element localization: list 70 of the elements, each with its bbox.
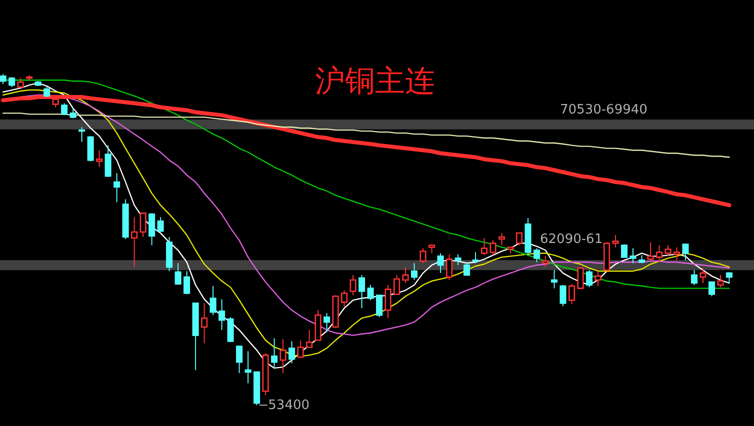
candlestick <box>131 216 138 268</box>
candlestick <box>620 244 628 258</box>
candlestick <box>463 262 470 276</box>
band-label: 70530-69940 <box>560 102 648 118</box>
band-label: 62090-61 <box>540 232 603 248</box>
candlestick <box>8 76 16 88</box>
candlestick <box>454 254 462 266</box>
candlestick <box>612 234 619 248</box>
candlestick <box>542 256 549 268</box>
candlestick <box>44 86 50 98</box>
candlestick <box>533 248 540 263</box>
candlestick <box>114 172 120 203</box>
candlestick <box>96 150 103 168</box>
candlestick <box>306 330 313 348</box>
candlestick <box>446 254 453 281</box>
candlestick <box>498 232 506 246</box>
candlestick <box>244 350 252 384</box>
candlestick <box>656 244 663 263</box>
candlestick <box>0 74 6 85</box>
candlestick <box>280 338 286 374</box>
candlestick <box>630 248 636 264</box>
candlestick <box>700 268 706 284</box>
candlestick <box>402 266 409 284</box>
candlestick <box>560 284 566 307</box>
candlestick <box>673 246 680 261</box>
candlestick <box>218 298 226 331</box>
candlestick <box>341 290 348 308</box>
candlestick <box>201 302 208 344</box>
annotation: 53400 <box>268 398 310 414</box>
candlestick <box>271 338 278 368</box>
candlestick <box>157 216 164 233</box>
candlestick <box>726 272 733 284</box>
candlestick <box>437 252 444 274</box>
candlestick <box>104 144 112 178</box>
candlestick <box>394 274 400 295</box>
candlestick <box>376 294 383 318</box>
candlestick <box>210 285 216 316</box>
candlestick <box>420 248 426 264</box>
candlestick <box>550 270 558 289</box>
candlestick <box>647 242 654 261</box>
candlestick <box>78 126 86 142</box>
candlestick <box>184 270 190 295</box>
candlestick <box>717 274 724 288</box>
candlestick <box>324 312 330 332</box>
candlestick <box>577 266 584 290</box>
candlestick <box>472 252 479 264</box>
candlestick <box>140 212 146 238</box>
candlestick <box>236 346 243 374</box>
candlestick <box>708 281 716 297</box>
candlestick <box>516 232 523 246</box>
candlestick <box>690 270 698 286</box>
candlestick <box>568 284 576 305</box>
chart-title: 沪铜主连 <box>315 64 435 99</box>
candlestick <box>480 237 488 256</box>
candlestick <box>594 272 602 286</box>
candlestick <box>87 136 94 162</box>
candlestick <box>664 244 672 257</box>
candlestick <box>490 240 496 256</box>
candlestick <box>174 262 182 285</box>
candlestick <box>410 262 418 281</box>
candlestick <box>367 284 374 301</box>
candlestick <box>227 316 234 343</box>
candlestick <box>350 274 356 296</box>
candlestick <box>148 212 156 246</box>
candlestick <box>297 340 304 358</box>
candlestick <box>288 340 296 364</box>
candlestick <box>586 270 593 288</box>
candlestick <box>358 274 366 309</box>
candlestick <box>682 244 689 261</box>
candlestick <box>384 284 392 319</box>
